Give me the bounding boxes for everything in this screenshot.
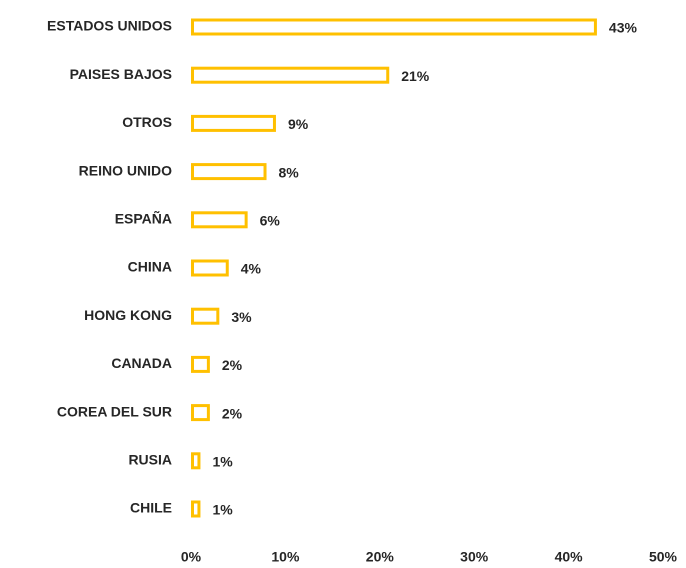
value-label: 3%	[231, 309, 252, 325]
value-label: 8%	[279, 164, 300, 180]
value-label: 21%	[401, 68, 430, 84]
bar	[191, 114, 276, 132]
value-label: 1%	[212, 454, 233, 470]
value-label: 43%	[609, 20, 638, 36]
y-tick-label: CHINA	[128, 259, 172, 275]
y-tick-label: ESTADOS UNIDOS	[47, 18, 172, 34]
x-tick-label: 40%	[555, 549, 584, 565]
y-tick-label: CHILE	[130, 500, 172, 516]
x-tick-label: 50%	[649, 549, 678, 565]
x-tick-label: 30%	[460, 549, 489, 565]
x-tick-label: 0%	[181, 549, 202, 565]
bar	[191, 18, 597, 36]
bar	[191, 307, 220, 325]
bar	[191, 404, 210, 422]
bar	[191, 211, 248, 229]
value-label: 4%	[241, 261, 262, 277]
x-tick-label: 20%	[366, 549, 395, 565]
bar	[191, 452, 201, 470]
y-tick-label: ESPAÑA	[115, 210, 172, 227]
y-tick-label: CANADA	[111, 355, 172, 371]
y-tick-label: COREA DEL SUR	[57, 403, 172, 419]
x-tick-label: 10%	[271, 549, 300, 565]
bar	[191, 66, 390, 84]
bar	[191, 500, 201, 518]
value-label: 2%	[222, 357, 243, 373]
y-tick-label: PAISES BAJOS	[70, 66, 172, 82]
bar	[191, 163, 267, 181]
y-tick-label: HONG KONG	[84, 307, 172, 323]
value-label: 1%	[212, 502, 233, 518]
value-label: 9%	[288, 116, 309, 132]
y-tick-label: RUSIA	[128, 452, 172, 468]
y-tick-label: OTROS	[122, 114, 172, 130]
bar	[191, 259, 229, 277]
value-label: 6%	[260, 213, 281, 229]
y-tick-label: REINO UNIDO	[79, 162, 172, 178]
bar	[191, 355, 210, 373]
value-label: 2%	[222, 405, 243, 421]
